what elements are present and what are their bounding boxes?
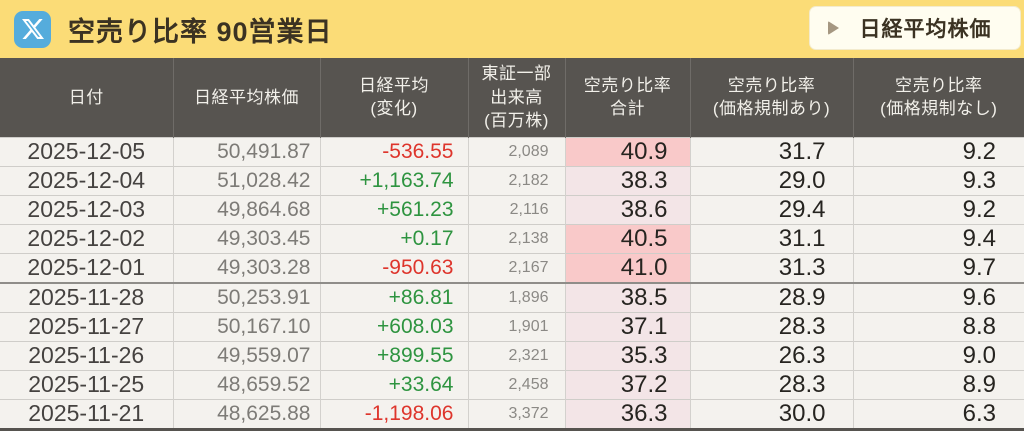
- cell-volume: 2,116: [467, 194, 565, 224]
- cell-ratio_reg: 31.7: [689, 136, 853, 166]
- table-row: 2025-12-02 49,303.45 +0.17 2,138 40.5 31.1 9.4: [0, 223, 1024, 253]
- table-row: 2025-11-25 48,659.52 +33.64 2,458 37.2 28.3 8.…: [0, 369, 1024, 399]
- cell-ratio_total: 38.3: [564, 165, 690, 195]
- cell-ratio_unreg: 8.8: [852, 311, 1024, 341]
- cell-change: -536.55: [319, 136, 468, 166]
- table-row: 2025-11-27 50,167.10 +608.03 1,901 37.1 28.3 8…: [0, 311, 1024, 341]
- short-ratio-table: 日付 日経平均株価 日経平均 (変化) 東証一部 出来高 (百万株) 空売り比率 合計 空売り比率…: [0, 58, 1024, 428]
- cell-date: 2025-12-05: [0, 136, 173, 166]
- x-logo-icon[interactable]: [14, 10, 51, 48]
- table-row: 2025-11-21 48,625.88 -1,198.06 3,372 36.3 30.…: [0, 398, 1024, 428]
- cell-ratio_unreg: 9.3: [852, 165, 1024, 195]
- page-title: 空売り比率 90営業日: [68, 16, 333, 47]
- table-row: 2025-11-28 50,253.91 +86.81 1,896 38.5 28.9 9.…: [0, 281, 1024, 312]
- cell-change: +561.23: [319, 194, 468, 224]
- page-header: 空売り比率 90営業日 日経平均株価: [0, 0, 1024, 58]
- cell-change: -950.63: [319, 252, 468, 283]
- table-header: 日付 日経平均株価 日経平均 (変化) 東証一部 出来高 (百万株) 空売り比率 合計 空売り比率…: [0, 58, 1024, 137]
- cell-change: +1,163.74: [319, 165, 468, 195]
- cell-nikkei: 50,253.91: [172, 281, 320, 312]
- cell-ratio_reg: 31.3: [689, 252, 853, 283]
- cell-nikkei: 49,559.07: [172, 340, 320, 370]
- column-header-ratio_total: 空売り比率 合計: [564, 58, 690, 137]
- cell-volume: 2,167: [467, 252, 565, 283]
- cell-volume: 1,896: [467, 281, 565, 312]
- cell-ratio_unreg: 6.3: [852, 398, 1024, 428]
- cell-date: 2025-11-26: [0, 340, 173, 370]
- cell-ratio_reg: 28.3: [689, 369, 853, 399]
- cell-nikkei: 49,864.68: [172, 194, 320, 224]
- cell-ratio_unreg: 9.4: [852, 223, 1024, 253]
- table-row: 2025-12-04 51,028.42 +1,163.74 2,182 38.3 29.…: [0, 165, 1024, 195]
- cell-ratio_reg: 29.4: [689, 194, 853, 224]
- table-body: 2025-12-05 50,491.87 -536.55 2,089 40.9 31.7 9…: [0, 136, 1024, 428]
- cell-nikkei: 49,303.28: [172, 252, 320, 283]
- table-row: 2025-12-01 49,303.28 -950.63 2,167 41.0 31.3 9…: [0, 252, 1024, 283]
- cell-ratio_unreg: 9.2: [852, 136, 1024, 166]
- cell-ratio_total: 38.6: [564, 194, 690, 224]
- cell-ratio_total: 37.2: [564, 369, 690, 399]
- cell-change: +0.17: [319, 223, 468, 253]
- cell-ratio_total: 40.5: [564, 223, 690, 253]
- cell-ratio_total: 41.0: [564, 252, 690, 283]
- column-header-date: 日付: [0, 58, 173, 137]
- cell-volume: 2,138: [467, 223, 565, 253]
- cell-date: 2025-11-27: [0, 311, 173, 341]
- cell-ratio_total: 40.9: [564, 136, 690, 166]
- cell-ratio_unreg: 9.7: [852, 252, 1024, 283]
- cell-change: +86.81: [319, 281, 468, 312]
- cell-volume: 2,089: [467, 136, 565, 166]
- column-header-ratio_reg: 空売り比率 (価格規制あり): [689, 58, 853, 137]
- cell-change: +608.03: [319, 311, 468, 341]
- cell-ratio_total: 37.1: [564, 311, 690, 341]
- cell-volume: 3,372: [467, 398, 565, 428]
- cell-date: 2025-12-02: [0, 223, 173, 253]
- column-header-ratio_unreg: 空売り比率 (価格規制なし): [852, 58, 1024, 137]
- play-right-icon: [828, 21, 839, 35]
- cell-nikkei: 48,625.88: [172, 398, 320, 428]
- cell-nikkei: 51,028.42: [172, 165, 320, 195]
- column-header-nikkei: 日経平均株価: [172, 58, 320, 137]
- cell-ratio_reg: 28.9: [689, 281, 853, 312]
- cell-date: 2025-11-21: [0, 398, 173, 428]
- cell-ratio_total: 35.3: [564, 340, 690, 370]
- cell-volume: 2,182: [467, 165, 565, 195]
- cell-ratio_unreg: 9.6: [852, 281, 1024, 312]
- short-ratio-table-wrapper: 日付 日経平均株価 日経平均 (変化) 東証一部 出来高 (百万株) 空売り比率 合計 空売り比率…: [0, 58, 1024, 431]
- cell-volume: 2,458: [467, 369, 565, 399]
- cell-nikkei: 49,303.45: [172, 223, 320, 253]
- cell-nikkei: 50,491.87: [172, 136, 320, 166]
- column-header-volume: 東証一部 出来高 (百万株): [467, 58, 565, 137]
- cell-volume: 2,321: [467, 340, 565, 370]
- cell-date: 2025-12-04: [0, 165, 173, 195]
- cell-date: 2025-11-28: [0, 281, 173, 312]
- cell-ratio_reg: 30.0: [689, 398, 853, 428]
- nikkei-average-button[interactable]: 日経平均株価: [809, 6, 1021, 50]
- cell-ratio_total: 38.5: [564, 281, 690, 312]
- table-row: 2025-12-03 49,864.68 +561.23 2,116 38.6 29.4 9…: [0, 194, 1024, 224]
- x-logo-glyph: [21, 19, 44, 39]
- cell-ratio_unreg: 9.0: [852, 340, 1024, 370]
- cell-ratio_unreg: 8.9: [852, 369, 1024, 399]
- nikkei-average-button-label: 日経平均株価: [859, 18, 992, 41]
- cell-date: 2025-11-25: [0, 369, 173, 399]
- cell-nikkei: 50,167.10: [172, 311, 320, 341]
- cell-change: -1,198.06: [319, 398, 468, 428]
- cell-ratio_reg: 29.0: [689, 165, 853, 195]
- cell-change: +899.55: [319, 340, 468, 370]
- cell-ratio_reg: 28.3: [689, 311, 853, 341]
- table-row: 2025-12-05 50,491.87 -536.55 2,089 40.9 31.7 9…: [0, 136, 1024, 166]
- cell-nikkei: 48,659.52: [172, 369, 320, 399]
- column-header-change: 日経平均 (変化): [319, 58, 468, 137]
- cell-ratio_total: 36.3: [564, 398, 690, 428]
- cell-change: +33.64: [319, 369, 468, 399]
- cell-date: 2025-12-03: [0, 194, 173, 224]
- cell-volume: 1,901: [467, 311, 565, 341]
- cell-ratio_reg: 26.3: [689, 340, 853, 370]
- cell-ratio_unreg: 9.2: [852, 194, 1024, 224]
- cell-ratio_reg: 31.1: [689, 223, 853, 253]
- cell-date: 2025-12-01: [0, 252, 173, 283]
- table-row: 2025-11-26 49,559.07 +899.55 2,321 35.3 26.3 9…: [0, 340, 1024, 370]
- table-header-row: 日付 日経平均株価 日経平均 (変化) 東証一部 出来高 (百万株) 空売り比率 合計 空売り比率…: [0, 58, 1024, 137]
